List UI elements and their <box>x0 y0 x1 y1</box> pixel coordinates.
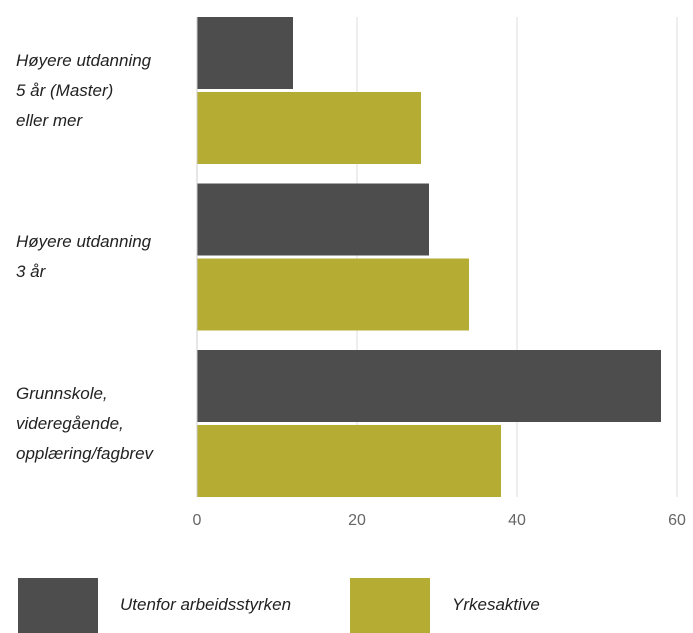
bar <box>197 425 501 497</box>
category-label: Grunnskole, videregående, opplæring/fagb… <box>16 383 154 463</box>
legend-swatch <box>18 578 98 633</box>
bar <box>197 350 661 422</box>
bar <box>197 183 429 256</box>
category-label: Høyere utdanning 3 år <box>16 232 152 281</box>
x-tick-label: 0 <box>193 512 202 529</box>
bar <box>197 92 421 164</box>
bar <box>197 17 293 89</box>
category-label: Høyere utdanning 5 år (Master) eller mer <box>16 50 152 130</box>
legend-swatch <box>350 578 430 633</box>
x-tick-label: 60 <box>668 512 686 529</box>
legend-label: Yrkesaktive <box>452 595 540 614</box>
x-tick-label: 20 <box>348 512 366 529</box>
x-tick-label: 40 <box>508 512 526 529</box>
bar <box>197 258 469 331</box>
legend-label: Utenfor arbeidsstyrken <box>120 595 292 614</box>
